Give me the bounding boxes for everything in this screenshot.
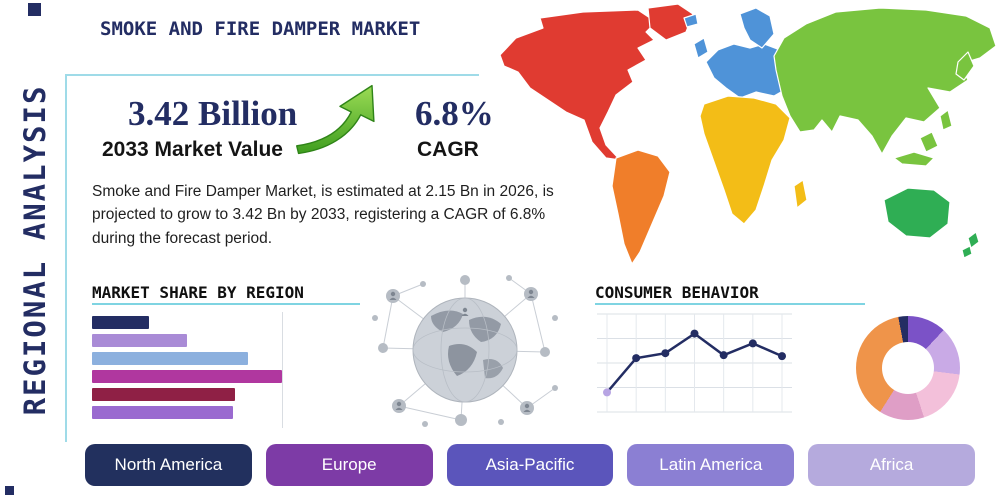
map-north-america — [499, 9, 657, 161]
content-box-border-top — [65, 74, 479, 76]
region-button-asia-pacific[interactable]: Asia-Pacific — [446, 444, 614, 486]
market-value-caption: 2033 Market Value — [102, 138, 283, 161]
bar-chart-gridline — [282, 312, 283, 428]
region-button-africa[interactable]: Africa — [808, 444, 975, 486]
bar-1 — [92, 334, 187, 347]
map-scandinavia — [739, 7, 775, 49]
map-africa — [699, 95, 791, 225]
content-box-border-left — [65, 74, 67, 442]
map-greenland — [647, 3, 694, 41]
region-button-north-america[interactable]: North America — [85, 444, 252, 486]
map-south-america — [611, 149, 671, 265]
map-indonesia — [893, 151, 935, 167]
bar-4 — [92, 388, 235, 401]
line-chart — [597, 313, 792, 413]
consumer-behavior-underline — [595, 303, 865, 305]
map-asia — [773, 7, 997, 155]
page-title: SMOKE AND FIRE DAMPER MARKET — [100, 18, 421, 40]
region-button-latin-america[interactable]: Latin America — [627, 444, 795, 486]
map-uk — [693, 37, 709, 59]
region-button-europe[interactable]: Europe — [265, 444, 433, 486]
world-map — [499, 3, 997, 265]
growth-arrow-icon — [296, 84, 375, 155]
globe-network-graphic — [372, 275, 558, 427]
map-new-zealand-south — [961, 245, 973, 259]
consumer-behavior-section-title: CONSUMER BEHAVIOR — [595, 283, 759, 302]
side-vertical-label: REGIONAL ANALYSIS — [18, 84, 52, 416]
bar-0 — [92, 316, 149, 329]
market-description: Smoke and Fire Damper Market, is estimat… — [92, 183, 554, 247]
map-new-zealand-north — [967, 231, 980, 249]
cagr-stat: 6.8% — [415, 94, 494, 133]
map-australia — [883, 187, 951, 239]
donut-hole — [882, 342, 934, 394]
donut-chart — [856, 316, 960, 420]
map-borneo — [919, 131, 939, 153]
bar-3 — [92, 370, 282, 383]
market-share-section-title: MARKET SHARE BY REGION — [92, 283, 304, 302]
market-value-stat: 3.42 Billion — [128, 94, 298, 133]
map-iceland — [683, 13, 699, 28]
cagr-caption: CAGR — [417, 138, 479, 161]
bar-5 — [92, 406, 233, 419]
map-japan — [955, 51, 975, 81]
bar-2 — [92, 352, 248, 365]
map-philippines — [939, 109, 953, 131]
market-share-underline — [92, 303, 360, 305]
person-node-icons — [389, 289, 535, 412]
corner-square-bottom — [5, 486, 14, 495]
region-buttons: North America Europe Asia-Pacific Latin Ame… — [85, 444, 975, 486]
corner-square-top — [28, 3, 41, 16]
bar-chart — [92, 316, 292, 424]
map-madagascar — [793, 179, 808, 209]
